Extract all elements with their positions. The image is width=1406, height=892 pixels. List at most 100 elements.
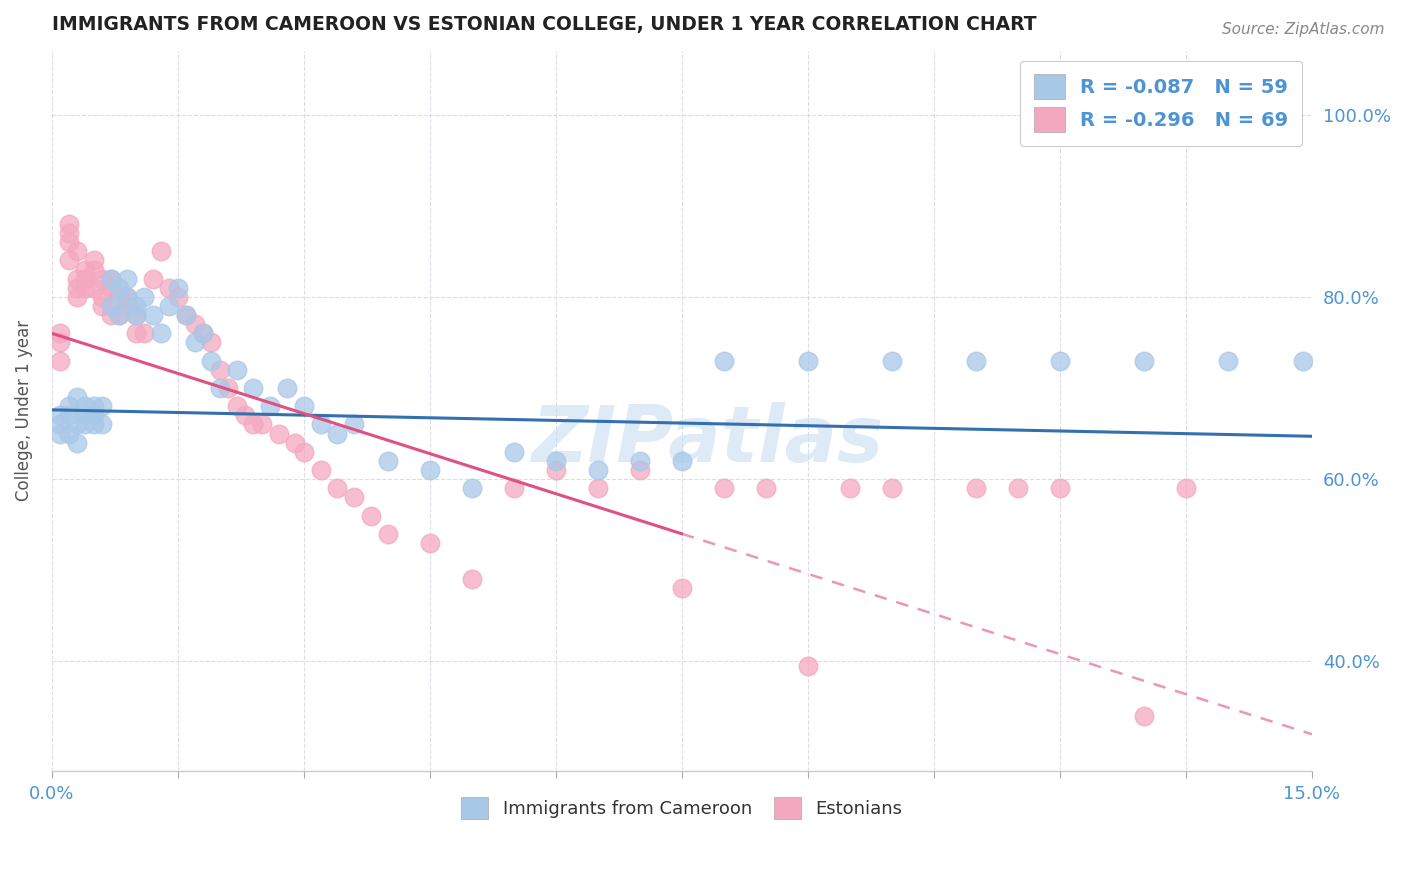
- Point: [713, 481, 735, 495]
- Point: [125, 308, 148, 322]
- Point: [628, 454, 651, 468]
- Point: [108, 308, 131, 322]
- Point: [117, 299, 139, 313]
- Point: [58, 217, 80, 231]
- Point: [217, 381, 239, 395]
- Point: [49, 335, 72, 350]
- Point: [292, 444, 315, 458]
- Point: [83, 399, 105, 413]
- Point: [1133, 353, 1156, 368]
- Y-axis label: College, Under 1 year: College, Under 1 year: [15, 320, 32, 501]
- Point: [75, 281, 97, 295]
- Point: [292, 399, 315, 413]
- Point: [797, 353, 820, 368]
- Point: [100, 271, 122, 285]
- Point: [183, 335, 205, 350]
- Point: [183, 317, 205, 331]
- Point: [208, 381, 231, 395]
- Point: [461, 481, 484, 495]
- Point: [66, 290, 89, 304]
- Point: [377, 526, 399, 541]
- Point: [58, 253, 80, 268]
- Point: [284, 435, 307, 450]
- Point: [276, 381, 298, 395]
- Point: [838, 481, 860, 495]
- Point: [83, 262, 105, 277]
- Point: [1174, 481, 1197, 495]
- Point: [544, 454, 567, 468]
- Point: [83, 417, 105, 432]
- Point: [309, 417, 332, 432]
- Point: [191, 326, 214, 341]
- Point: [755, 481, 778, 495]
- Point: [1216, 353, 1239, 368]
- Point: [134, 290, 156, 304]
- Point: [208, 363, 231, 377]
- Point: [628, 463, 651, 477]
- Point: [309, 463, 332, 477]
- Point: [880, 353, 903, 368]
- Point: [49, 326, 72, 341]
- Point: [200, 353, 222, 368]
- Point: [142, 308, 165, 322]
- Point: [125, 308, 148, 322]
- Point: [233, 409, 256, 423]
- Point: [117, 290, 139, 304]
- Point: [125, 299, 148, 313]
- Point: [117, 290, 139, 304]
- Point: [502, 444, 524, 458]
- Point: [108, 290, 131, 304]
- Point: [200, 335, 222, 350]
- Point: [91, 290, 114, 304]
- Point: [671, 454, 693, 468]
- Point: [965, 481, 987, 495]
- Point: [880, 481, 903, 495]
- Point: [1007, 481, 1029, 495]
- Point: [174, 308, 197, 322]
- Point: [66, 271, 89, 285]
- Point: [83, 281, 105, 295]
- Text: IMMIGRANTS FROM CAMEROON VS ESTONIAN COLLEGE, UNDER 1 YEAR CORRELATION CHART: IMMIGRANTS FROM CAMEROON VS ESTONIAN COL…: [52, 15, 1036, 34]
- Point: [544, 463, 567, 477]
- Point: [134, 326, 156, 341]
- Point: [343, 417, 366, 432]
- Legend: Immigrants from Cameroon, Estonians: Immigrants from Cameroon, Estonians: [454, 790, 910, 827]
- Point: [343, 491, 366, 505]
- Point: [83, 409, 105, 423]
- Point: [58, 235, 80, 250]
- Point: [142, 271, 165, 285]
- Point: [66, 390, 89, 404]
- Point: [419, 536, 441, 550]
- Point: [58, 226, 80, 240]
- Point: [58, 426, 80, 441]
- Point: [1292, 353, 1315, 368]
- Point: [75, 409, 97, 423]
- Point: [360, 508, 382, 523]
- Point: [149, 244, 172, 259]
- Point: [58, 399, 80, 413]
- Point: [66, 417, 89, 432]
- Point: [49, 426, 72, 441]
- Point: [149, 326, 172, 341]
- Point: [797, 659, 820, 673]
- Point: [66, 281, 89, 295]
- Point: [125, 326, 148, 341]
- Text: ZIPatlas: ZIPatlas: [531, 401, 883, 477]
- Point: [91, 299, 114, 313]
- Point: [166, 281, 188, 295]
- Point: [75, 399, 97, 413]
- Point: [166, 290, 188, 304]
- Point: [49, 353, 72, 368]
- Point: [108, 308, 131, 322]
- Point: [100, 281, 122, 295]
- Point: [461, 572, 484, 586]
- Point: [91, 399, 114, 413]
- Point: [713, 353, 735, 368]
- Point: [157, 299, 180, 313]
- Point: [1049, 481, 1071, 495]
- Point: [191, 326, 214, 341]
- Point: [100, 271, 122, 285]
- Point: [83, 253, 105, 268]
- Point: [66, 244, 89, 259]
- Point: [58, 409, 80, 423]
